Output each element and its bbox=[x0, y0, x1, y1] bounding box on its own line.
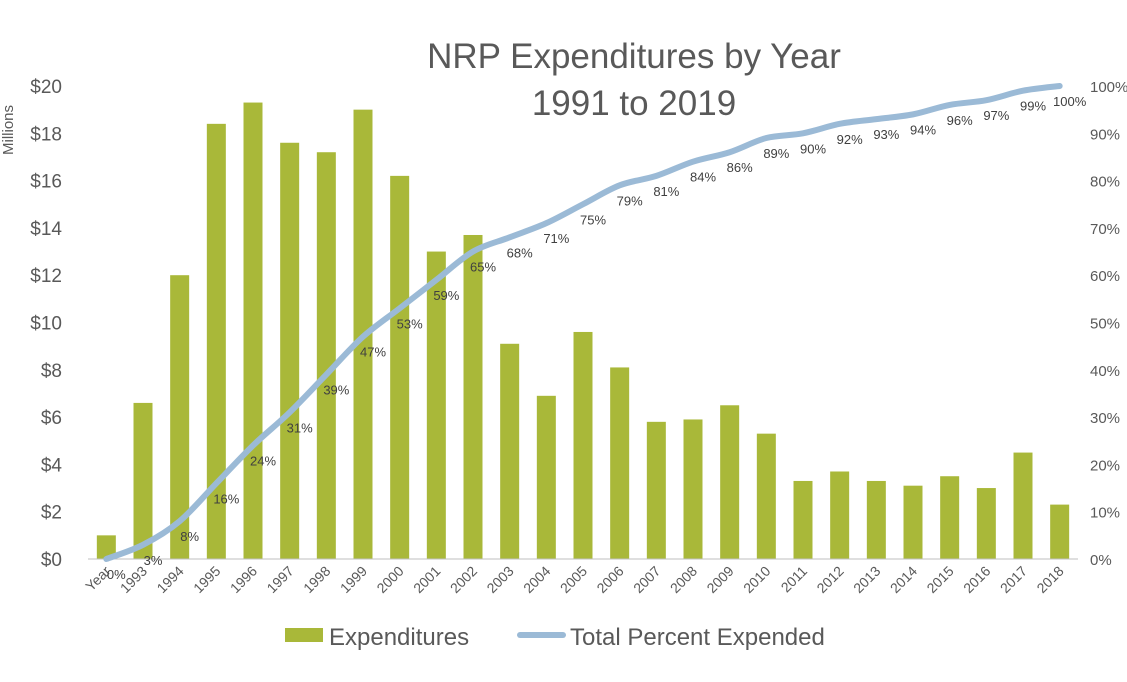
bar bbox=[426, 251, 446, 560]
y-left-tick-label: $6 bbox=[41, 408, 62, 429]
bar bbox=[866, 480, 886, 559]
total-percent-line bbox=[103, 83, 1063, 562]
y-left-tick-label: $4 bbox=[41, 455, 63, 476]
bar bbox=[206, 123, 226, 559]
pct-data-label: 31% bbox=[287, 420, 313, 435]
bar bbox=[830, 471, 850, 559]
bar bbox=[500, 343, 520, 559]
bar bbox=[316, 152, 336, 559]
y-right-tick-label: 20% bbox=[1090, 457, 1120, 474]
y-axis-unit-label: Millions bbox=[0, 105, 17, 155]
bar bbox=[1050, 504, 1070, 559]
y-right-tick-label: 90% bbox=[1090, 126, 1120, 143]
y-left-tick-label: $18 bbox=[30, 124, 62, 145]
y-right-ticks: 0% 10% 20% 30% 40% 50% 60% 70% 80% 90% 100% bbox=[1090, 79, 1127, 569]
y-right-tick-label: 40% bbox=[1090, 363, 1120, 380]
pct-data-label: 99% bbox=[1020, 99, 1046, 114]
pct-data-label: 100% bbox=[1053, 94, 1087, 109]
y-right-tick-label: 60% bbox=[1090, 268, 1120, 285]
pct-data-label: 59% bbox=[433, 288, 459, 303]
pct-data-label: 24% bbox=[250, 453, 276, 468]
y-right-tick-label: 0% bbox=[1090, 552, 1112, 569]
pct-data-label: 68% bbox=[507, 245, 533, 260]
y-left-tick-label: $0 bbox=[41, 550, 62, 571]
legend: Expenditures Total Percent Expended bbox=[285, 624, 825, 651]
pct-data-label: 79% bbox=[617, 193, 643, 208]
pct-data-label: 96% bbox=[947, 113, 973, 128]
y-left-tick-label: $14 bbox=[30, 219, 62, 240]
y-left-tick-label: $8 bbox=[41, 361, 62, 382]
pct-data-label: 75% bbox=[580, 212, 606, 227]
pct-data-label: 94% bbox=[910, 122, 936, 137]
y-left-tick-label: $16 bbox=[30, 172, 62, 193]
pct-data-label: 65% bbox=[470, 260, 496, 275]
bar bbox=[793, 480, 813, 559]
pct-data-label: 53% bbox=[397, 316, 423, 331]
bar bbox=[1013, 452, 1033, 559]
y-right-tick-label: 100% bbox=[1090, 79, 1127, 96]
chart-title: NRP Expenditures by Year bbox=[427, 37, 841, 76]
bar bbox=[903, 485, 923, 559]
bar bbox=[463, 234, 483, 559]
bar bbox=[610, 367, 630, 559]
bar bbox=[96, 535, 116, 559]
pct-data-label: 81% bbox=[653, 184, 679, 199]
bar bbox=[536, 395, 556, 559]
y-right-tick-label: 50% bbox=[1090, 316, 1120, 333]
bar bbox=[683, 419, 703, 559]
bar bbox=[940, 476, 960, 559]
pct-data-label: 93% bbox=[873, 127, 899, 142]
bar bbox=[133, 402, 153, 559]
bar bbox=[756, 433, 776, 559]
bar bbox=[170, 275, 190, 559]
pct-data-label: 0% bbox=[107, 567, 126, 582]
pct-data-label: 8% bbox=[180, 529, 199, 544]
bar bbox=[976, 488, 996, 559]
y-right-tick-label: 30% bbox=[1090, 410, 1120, 427]
y-left-ticks: $0 $2 $4 $6 $8 $10 $12 $14 $16 $18 $20 bbox=[30, 77, 62, 571]
bar-series bbox=[96, 102, 1070, 560]
legend-label-expenditures: Expenditures bbox=[329, 624, 469, 651]
y-left-tick-label: $20 bbox=[30, 77, 62, 98]
legend-label-total-percent: Total Percent Expended bbox=[570, 624, 825, 651]
pct-data-label: 97% bbox=[983, 108, 1009, 123]
pct-data-label: 89% bbox=[763, 146, 789, 161]
bar bbox=[280, 142, 300, 559]
pct-data-label: 16% bbox=[213, 491, 239, 506]
pct-data-label: 90% bbox=[800, 141, 826, 156]
legend-swatch-expenditures bbox=[285, 628, 323, 642]
pct-data-label: 84% bbox=[690, 170, 716, 185]
line-data-labels: 0% 3% 8% 16% 24% 31% 39% 47% 53% 59% 65% 68% 71% 75% 7… bbox=[107, 94, 1087, 582]
y-left-tick-label: $2 bbox=[41, 503, 62, 524]
pct-data-label: 47% bbox=[360, 345, 386, 360]
pct-data-label: 71% bbox=[543, 231, 569, 246]
pct-data-label: 3% bbox=[144, 553, 163, 568]
pct-data-label: 86% bbox=[727, 160, 753, 175]
y-left-tick-label: $12 bbox=[30, 266, 62, 287]
line-series bbox=[103, 83, 1063, 562]
y-right-tick-label: 80% bbox=[1090, 174, 1120, 191]
bar bbox=[646, 421, 666, 559]
pct-data-label: 92% bbox=[837, 132, 863, 147]
bar bbox=[573, 331, 593, 559]
y-right-tick-label: 10% bbox=[1090, 505, 1120, 522]
bar bbox=[390, 175, 410, 559]
y-right-tick-label: 70% bbox=[1090, 221, 1120, 238]
y-left-tick-label: $10 bbox=[30, 314, 62, 335]
bar bbox=[720, 405, 740, 559]
pct-data-label: 39% bbox=[323, 383, 349, 398]
bar bbox=[243, 102, 263, 560]
chart-subtitle: 1991 to 2019 bbox=[532, 84, 736, 123]
